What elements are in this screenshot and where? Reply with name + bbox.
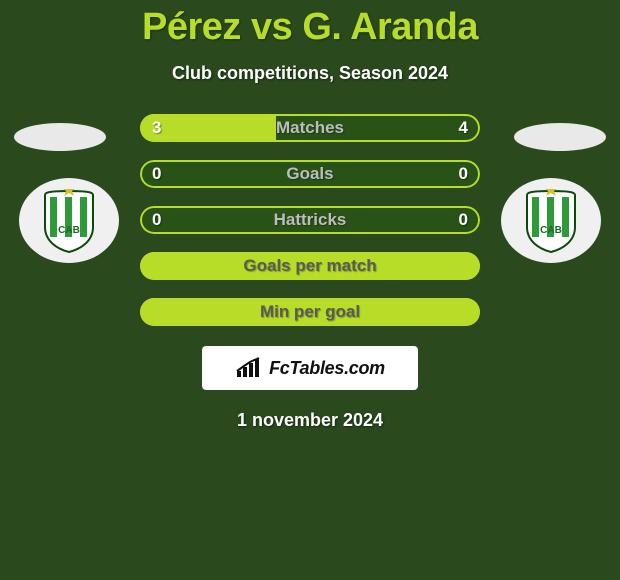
stat-label: Matches	[140, 118, 480, 138]
stat-value-left: 0	[152, 210, 161, 230]
vs-word: vs	[251, 6, 292, 48]
stat-label: Goals	[140, 164, 480, 184]
subtitle: Club competitions, Season 2024	[172, 63, 448, 84]
svg-text:CAB: CAB	[58, 225, 80, 236]
stat-label: Hattricks	[140, 210, 480, 230]
shield-icon: CAB	[523, 189, 579, 253]
stat-value-right: 0	[459, 210, 468, 230]
stat-value-left: 0	[152, 164, 161, 184]
bar-chart-icon	[235, 357, 263, 379]
page-title: Pérez vs G. Aranda	[142, 6, 478, 49]
player-a-name: Pérez	[142, 6, 241, 48]
player-a-club-badge: CAB	[19, 178, 119, 263]
stat-row: Min per goal	[140, 298, 480, 326]
stat-value-left: 3	[152, 118, 161, 138]
stat-label: Goals per match	[140, 256, 480, 276]
brand-badge: FcTables.com	[202, 346, 418, 390]
generated-date: 1 november 2024	[237, 410, 383, 431]
shield-icon: CAB	[41, 189, 97, 253]
comparison-card: Pérez vs G. Aranda Club competitions, Se…	[0, 0, 620, 580]
brand-text: FcTables.com	[269, 358, 385, 379]
player-b-photo-placeholder	[514, 123, 606, 151]
player-b-club-badge: CAB	[501, 178, 601, 263]
svg-text:CAB: CAB	[540, 225, 562, 236]
stat-value-right: 4	[459, 118, 468, 138]
stat-label: Min per goal	[140, 302, 480, 322]
stats-rows: Matches34Goals00Hattricks00Goals per mat…	[140, 114, 480, 326]
stat-row: Matches3 4	[140, 114, 480, 142]
stat-value-right: 0	[459, 164, 468, 184]
stat-row: Goals0 0	[140, 160, 480, 188]
stat-row: Hattricks0 0	[140, 206, 480, 234]
stat-row: Goals per match	[140, 252, 480, 280]
player-b-name: G. Aranda	[302, 6, 478, 48]
player-a-photo-placeholder	[14, 123, 106, 151]
